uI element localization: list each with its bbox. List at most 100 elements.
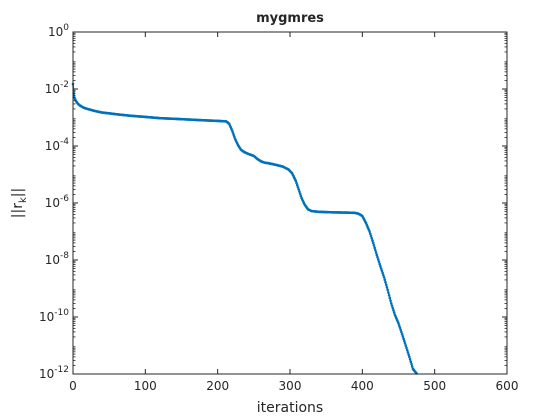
y-tick-label-base: 10 [39, 367, 54, 381]
data-point [388, 296, 392, 300]
data-point [297, 188, 300, 191]
data-point [295, 183, 299, 187]
data-point [379, 265, 382, 268]
x-tick-label: 300 [279, 379, 302, 393]
data-point [381, 271, 384, 275]
y-tick-label-exponent: -12 [54, 365, 69, 375]
data-point [389, 302, 393, 305]
chart-title: mygmres [256, 11, 324, 26]
data-point [410, 362, 413, 366]
data-point [295, 181, 298, 185]
data-point [392, 308, 395, 312]
data-point [230, 129, 234, 132]
data-point [298, 190, 301, 193]
y-tick-label: 10-4 [45, 137, 70, 153]
data-point [370, 237, 374, 240]
x-tick-label: 500 [423, 379, 446, 393]
x-tick-label: 200 [206, 379, 229, 393]
data-point [400, 332, 404, 336]
data-point [390, 304, 394, 307]
plot-area [73, 32, 507, 374]
data-point [406, 351, 410, 354]
data-point [368, 232, 372, 236]
data-point [408, 357, 412, 361]
data-point [232, 133, 235, 136]
data-point [391, 306, 395, 310]
data-point [368, 230, 371, 233]
data-point [382, 273, 385, 277]
y-tick-label-exponent: 0 [63, 23, 69, 33]
data-point [409, 360, 413, 364]
y-tick-label-exponent: -4 [60, 137, 69, 147]
x-tick-label: 400 [351, 379, 374, 393]
data-point [401, 335, 405, 338]
x-axis: 0 100 200 300 400 500 600 [69, 32, 518, 393]
y-tick-label-base: 10 [45, 139, 60, 153]
data-point [377, 260, 381, 264]
y-tick-label: 10-8 [45, 251, 70, 267]
data-point [379, 267, 383, 270]
data-point [371, 239, 374, 242]
y-tick-label: 10-10 [39, 308, 69, 324]
y-tick-label-base: 10 [45, 82, 60, 96]
x-tick-label: 0 [69, 379, 77, 393]
y-tick-label-base: 10 [39, 310, 54, 324]
data-point [374, 251, 378, 254]
data-point [405, 346, 408, 350]
y-tick-label: 10-12 [39, 365, 69, 381]
y-tick-label-exponent: -10 [54, 308, 69, 318]
data-point [404, 344, 408, 347]
data-point [233, 135, 236, 138]
data-point [376, 258, 380, 261]
y-tick-label-base: 10 [48, 25, 63, 39]
data-point [298, 192, 302, 195]
data-point [371, 241, 375, 245]
plot-content [71, 82, 418, 375]
data-point [387, 291, 390, 294]
data-point [383, 278, 387, 281]
x-axis-label: iterations [257, 400, 323, 416]
data-point [375, 253, 379, 257]
y-tick-label-base: 10 [45, 196, 60, 210]
y-tick-label-base: 10 [45, 253, 60, 267]
data-point [299, 194, 303, 198]
data-point [384, 280, 387, 284]
data-point [378, 262, 381, 266]
data-point [231, 131, 235, 134]
data-point [373, 246, 376, 249]
data-point [294, 179, 298, 183]
data-point [407, 353, 410, 356]
data-point [410, 365, 414, 368]
y-axis-label-suffix: || [10, 188, 26, 197]
x-tick-label: 100 [134, 379, 157, 393]
data-point [376, 255, 379, 259]
y-tick-label: 100 [48, 23, 69, 39]
y-axis-label-base: ||r [10, 203, 26, 218]
data-point [387, 293, 391, 297]
data-point [374, 248, 377, 252]
data-point [402, 339, 406, 343]
data-point [296, 185, 300, 189]
data-point [403, 341, 407, 345]
data-point [382, 275, 386, 279]
y-tick-label-exponent: -8 [60, 251, 69, 261]
data-point [380, 269, 384, 272]
data-point [392, 311, 396, 314]
data-point [408, 355, 411, 359]
data-point [386, 288, 389, 292]
data-point [369, 234, 373, 238]
data-point [397, 322, 400, 325]
series-markers [71, 82, 418, 375]
data-point [385, 285, 389, 289]
data-point [397, 324, 401, 327]
y-tick-label: 10-6 [45, 194, 70, 210]
data-point [402, 337, 405, 341]
x-tick-label: 600 [496, 379, 519, 393]
data-point [399, 328, 402, 332]
data-point [372, 243, 376, 247]
data-point [389, 299, 392, 302]
data-point [405, 348, 409, 352]
data-point [398, 326, 402, 329]
